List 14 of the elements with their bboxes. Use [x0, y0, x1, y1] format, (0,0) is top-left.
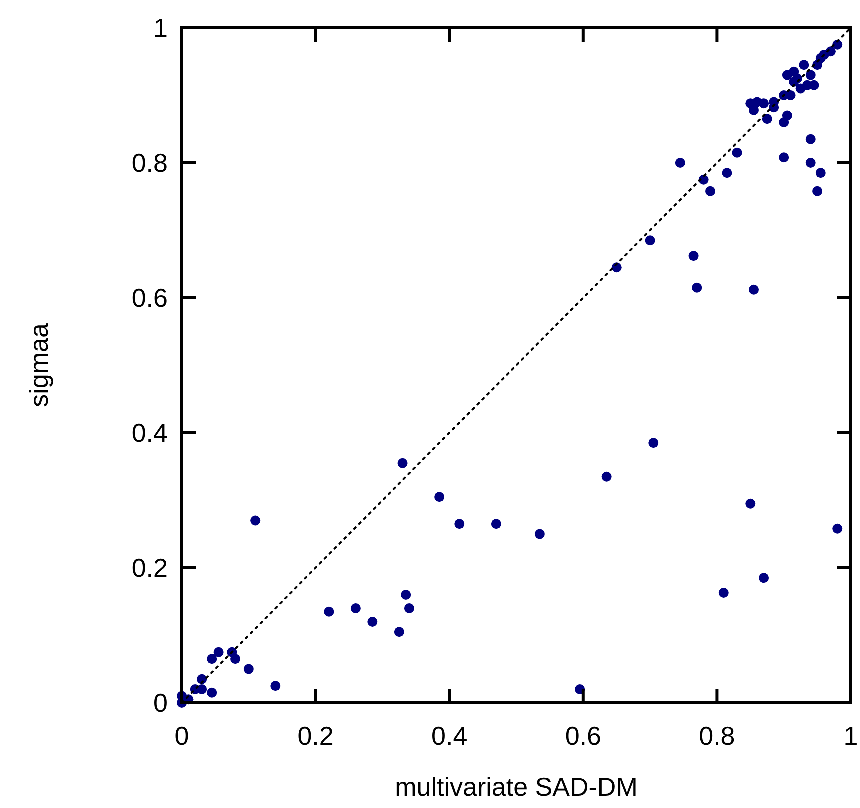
- x-tick-label: 0.4: [432, 721, 468, 751]
- y-tick-label: 0.6: [132, 283, 168, 313]
- x-tick-label: 0.2: [298, 721, 334, 751]
- y-tick-label: 0.4: [132, 418, 168, 448]
- x-tick-label: 0: [174, 721, 190, 751]
- x-tick-label: 1: [844, 721, 858, 751]
- y-tick-label: 0.2: [132, 553, 168, 583]
- x-tick-label: 0.8: [699, 721, 736, 751]
- y-tick-label: 0.8: [132, 148, 168, 178]
- y-tick-label: 1: [154, 13, 168, 43]
- x-axis-title: multivariate SAD-DM: [395, 772, 638, 802]
- y-tick-label: 0: [154, 688, 168, 718]
- x-tick-label: 0.6: [565, 721, 602, 751]
- y-axis-title: sigmaa: [24, 323, 54, 408]
